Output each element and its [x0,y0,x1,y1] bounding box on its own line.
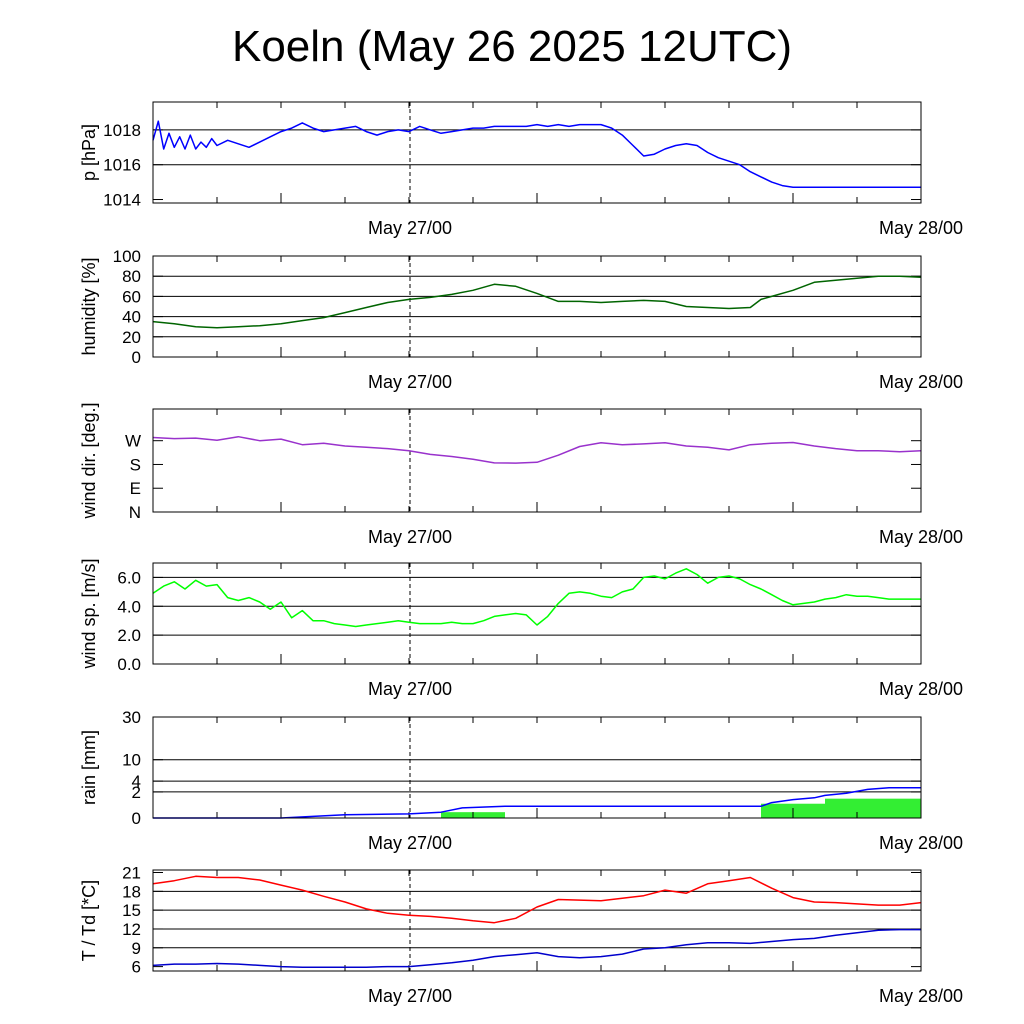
x-tick-label: May 28/00 [879,527,963,547]
y-tick-label: 100 [113,247,141,266]
series-line [152,435,922,464]
y-axis-label: humidity [%] [79,257,99,355]
plot-frame [152,255,922,358]
x-tick-label: May 28/00 [879,218,963,238]
y-axis-label: wind dir. [deg.] [79,402,99,519]
x-tick-label: May 27/00 [368,218,452,238]
y-tick-label: 2 [132,783,141,802]
y-tick-label: 9 [132,939,141,958]
y-tick-label: 0 [132,809,141,828]
y-tick-label: 10 [122,751,141,770]
y-tick-label: 6 [132,958,141,977]
y-tick-label: 15 [122,901,141,920]
y-tick-label: N [129,503,141,522]
y-tick-label: 21 [122,864,141,883]
y-tick-label: W [125,432,141,451]
y-axis-label: p [hPa] [79,124,99,181]
chart-title: Koeln (May 26 2025 12UTC) [231,22,793,71]
rain-bar [825,798,921,818]
y-tick-label: 4.0 [117,597,141,616]
series-line [152,875,922,924]
y-axis-label: rain [mm] [79,730,99,805]
x-tick-label: May 27/00 [368,527,452,547]
y-tick-label: 12 [122,920,141,939]
y-tick-label: 1016 [103,156,141,175]
y-tick-label: S [130,455,141,474]
y-tick-label: 2.0 [117,626,141,645]
y-axis-label: wind sp. [m/s] [79,558,99,669]
x-tick-label: May 28/00 [879,679,963,699]
series-line [153,786,921,819]
x-tick-label: May 28/00 [879,833,963,853]
y-axis-label: T / Td [*C] [79,880,99,961]
series-line [152,275,922,329]
y-tick-label: 30 [122,708,141,727]
y-tick-label: E [130,479,141,498]
y-tick-label: 6.0 [117,568,141,587]
x-tick-label: May 27/00 [368,679,452,699]
x-tick-label: May 27/00 [368,986,452,1006]
plot-frame [152,716,922,819]
series-line [152,928,921,968]
y-tick-label: 20 [122,328,141,347]
plot-frame [152,101,922,204]
x-tick-label: May 28/00 [879,986,963,1006]
y-tick-label: 60 [122,287,141,306]
y-tick-label: 1018 [103,121,141,140]
series-line [152,120,921,189]
x-tick-label: May 28/00 [879,372,963,392]
y-tick-label: 0 [132,348,141,367]
plot-frame [152,408,922,513]
y-tick-label: 40 [122,308,141,327]
x-tick-label: May 27/00 [368,833,452,853]
series-line [152,568,921,628]
y-tick-label: 1014 [103,191,141,210]
plot-frame [152,869,922,972]
y-tick-label: 0.0 [117,655,141,674]
y-tick-label: 18 [122,882,141,901]
y-tick-label: 80 [122,267,141,286]
x-tick-label: May 27/00 [368,372,452,392]
y-tick-label: 4 [132,772,141,791]
plot-frame [152,562,922,665]
